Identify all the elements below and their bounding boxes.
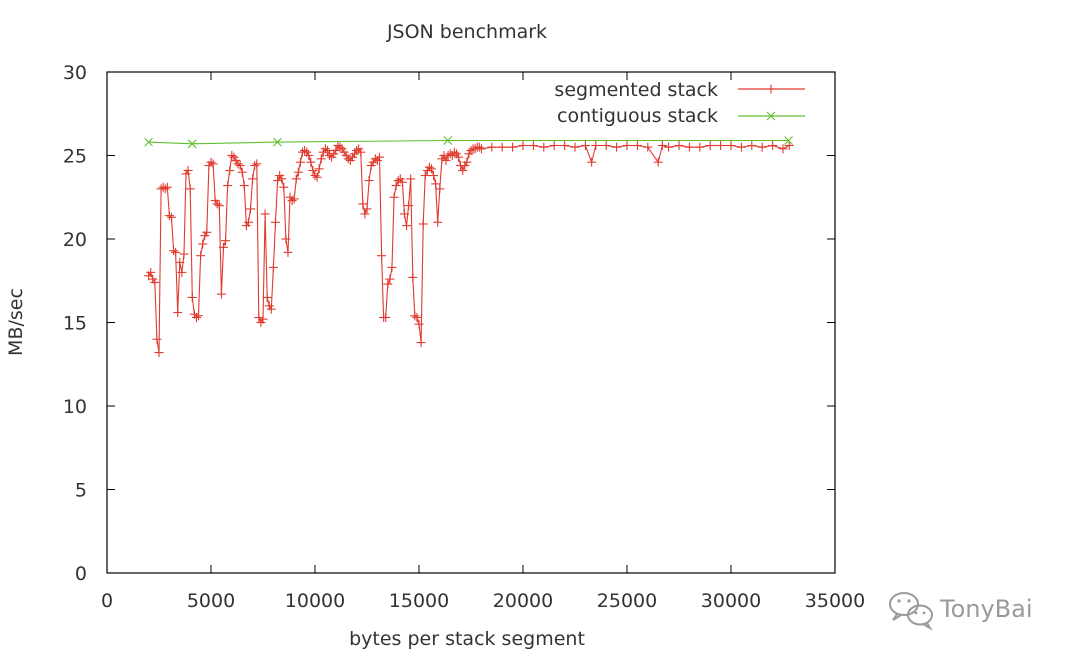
x-tick-label: 25000	[597, 590, 657, 612]
y-tick-label: 5	[75, 480, 87, 502]
series-markers	[144, 140, 794, 358]
watermark-text: TonyBai	[939, 595, 1033, 623]
y-tick-label: 20	[63, 229, 87, 251]
x-tick-label: 30000	[701, 590, 761, 612]
x-tick-label: 0	[101, 590, 113, 612]
wechat-icon	[889, 592, 933, 631]
legend-label-contiguous-stack: contiguous stack	[557, 105, 718, 127]
x-marker-b	[784, 136, 793, 145]
legend-marker-x	[766, 111, 776, 121]
series-0	[144, 140, 794, 358]
series-line	[148, 139, 789, 145]
chart-title: JSON benchmark	[386, 21, 547, 43]
y-tick-label: 10	[63, 396, 87, 418]
series-line	[148, 144, 790, 353]
x-marker-b	[144, 137, 153, 147]
y-tick-label: 25	[63, 146, 87, 168]
x-axis: 0 5000 10000 15000 20000 25000 30000 35000	[101, 72, 865, 612]
y-axis: 0 5 10 15 20 25 30	[63, 62, 835, 585]
legend-marker-plus	[766, 84, 776, 94]
x-tick-label: 15000	[389, 590, 449, 612]
x-marker-b	[443, 136, 453, 145]
x-tick-label: 20000	[493, 590, 553, 612]
series-markers	[144, 136, 793, 149]
legend-label-segmented-stack: segmented stack	[554, 79, 718, 101]
legend: segmented stack contiguous stack	[554, 79, 805, 127]
x-tick-label: 5000	[187, 590, 235, 612]
x-axis-label: bytes per stack segment	[349, 628, 585, 650]
y-axis-label: MB/sec	[5, 288, 27, 356]
x-tick-label: 10000	[285, 590, 345, 612]
series-1	[144, 136, 793, 149]
x-marker-b	[187, 139, 197, 149]
y-tick-label: 15	[63, 313, 87, 335]
series-layer	[144, 136, 794, 358]
watermark: TonyBai	[889, 592, 1033, 631]
y-tick-label: 0	[75, 563, 87, 585]
x-tick-label: 35000	[805, 590, 865, 612]
y-tick-label: 30	[63, 62, 87, 84]
x-marker-b	[273, 137, 282, 147]
x-marker-b	[766, 111, 776, 121]
